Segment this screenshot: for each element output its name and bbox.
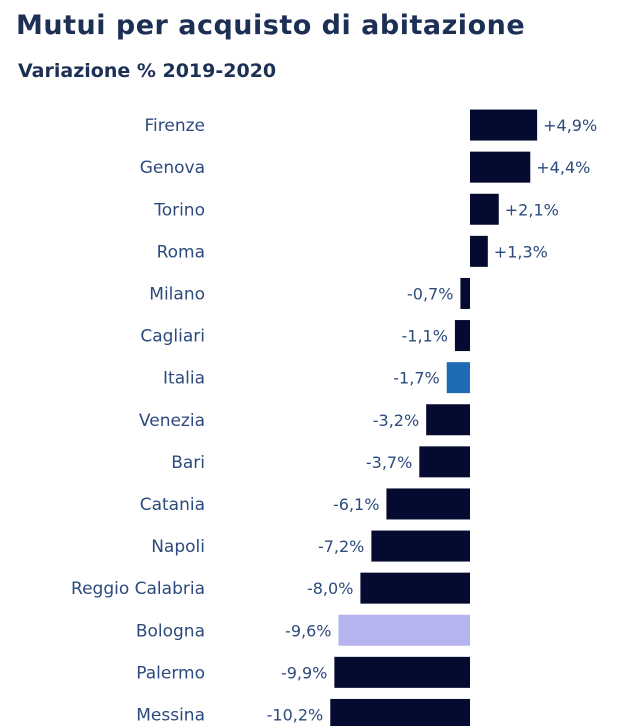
chart-subtitle: Variazione % 2019-2020 — [18, 60, 277, 82]
category-label-napoli: Napoli — [151, 537, 205, 557]
value-label-messina: -10,2% — [267, 705, 324, 724]
bar-row-genova: Genova +4,4% — [140, 151, 590, 183]
bar-palermo — [334, 656, 470, 688]
category-label-roma: Roma — [157, 242, 205, 262]
value-label-firenze: +4,9% — [543, 116, 597, 135]
bar-bari — [419, 446, 470, 478]
category-label-genova: Genova — [140, 158, 205, 178]
value-label-catania: -6,1% — [333, 495, 379, 514]
category-label-firenze: Firenze — [145, 116, 206, 136]
category-label-messina: Messina — [136, 705, 205, 725]
value-label-milano: -0,7% — [407, 284, 453, 303]
bar-messina — [330, 698, 470, 726]
bar-row-catania: Catania -6,1% — [140, 488, 470, 520]
bar-row-reggio-calabria: Reggio Calabria -8,0% — [71, 572, 470, 604]
bar-venezia — [426, 404, 470, 436]
bar-cagliari — [454, 320, 470, 352]
value-label-torino: +2,1% — [505, 200, 559, 219]
category-label-catania: Catania — [140, 495, 205, 515]
category-label-cagliari: Cagliari — [140, 327, 205, 347]
value-label-reggio-calabria: -8,0% — [307, 579, 353, 598]
category-label-torino: Torino — [153, 200, 205, 220]
bar-row-torino: Torino +2,1% — [153, 193, 559, 225]
value-label-genova: +4,4% — [536, 158, 590, 177]
category-label-milano: Milano — [149, 284, 205, 304]
category-label-bari: Bari — [171, 453, 205, 473]
chart-title: Mutui per acquisto di abitazione — [16, 10, 526, 41]
bar-reggio-calabria — [360, 572, 470, 604]
value-label-bari: -3,7% — [366, 453, 412, 472]
bar-catania — [386, 488, 470, 520]
bar-italia — [446, 362, 470, 394]
bar-row-italia: Italia -1,7% — [163, 362, 470, 394]
value-label-palermo: -9,9% — [281, 663, 327, 682]
bar-torino — [470, 193, 499, 225]
bar-roma — [470, 235, 488, 267]
category-label-palermo: Palermo — [136, 663, 205, 683]
value-label-napoli: -7,2% — [318, 537, 364, 556]
bar-milano — [460, 277, 470, 309]
bar-row-firenze: Firenze +4,9% — [145, 109, 597, 141]
bar-row-bologna: Bologna -9,6% — [136, 614, 470, 646]
bar-row-venezia: Venezia -3,2% — [139, 404, 470, 436]
category-label-reggio-calabria: Reggio Calabria — [71, 579, 205, 599]
category-label-bologna: Bologna — [136, 621, 205, 641]
value-label-bologna: -9,6% — [285, 621, 331, 640]
value-label-italia: -1,7% — [393, 369, 439, 388]
value-label-venezia: -3,2% — [373, 411, 419, 430]
bar-bologna — [338, 614, 470, 646]
bar-row-roma: Roma +1,3% — [157, 235, 548, 267]
bar-row-messina: Messina -10,2% — [136, 698, 470, 726]
bar-napoli — [371, 530, 470, 562]
value-label-cagliari: -1,1% — [402, 327, 448, 346]
bar-row-palermo: Palermo -9,9% — [136, 656, 470, 688]
bar-firenze — [470, 109, 538, 141]
bar-row-cagliari: Cagliari -1,1% — [140, 320, 470, 352]
bar-row-bari: Bari -3,7% — [171, 446, 470, 478]
category-label-venezia: Venezia — [139, 411, 205, 431]
bar-row-milano: Milano -0,7% — [149, 277, 470, 309]
category-label-italia: Italia — [163, 369, 205, 389]
bar-row-napoli: Napoli -7,2% — [151, 530, 470, 562]
bar-genova — [470, 151, 531, 183]
value-label-roma: +1,3% — [494, 242, 548, 261]
